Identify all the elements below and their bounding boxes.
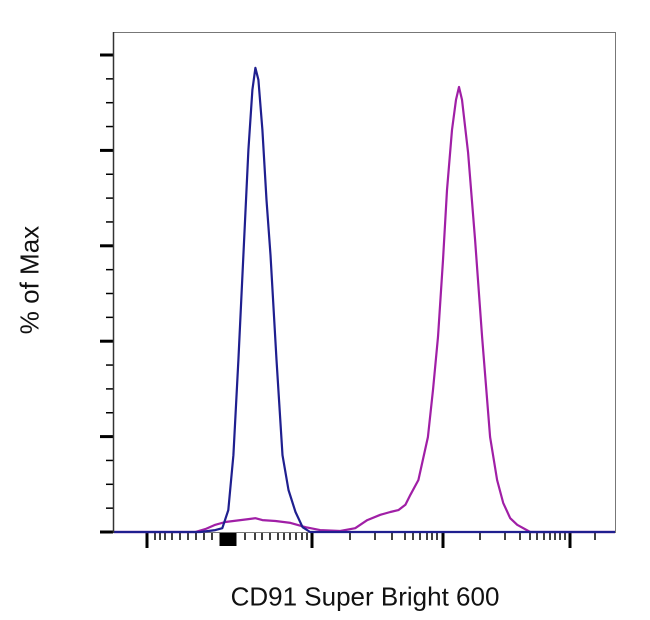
y-axis-label: % of Max [14, 225, 45, 335]
x-axis-label: CD91 Super Bright 600 [230, 581, 500, 612]
plot-frame [113, 32, 616, 533]
histogram-series-blue [113, 66, 615, 534]
histogram-series-magenta [113, 85, 615, 534]
series-group [113, 66, 615, 534]
y-axis-ticks [100, 53, 113, 534]
x-axis-ticks [145, 533, 596, 548]
